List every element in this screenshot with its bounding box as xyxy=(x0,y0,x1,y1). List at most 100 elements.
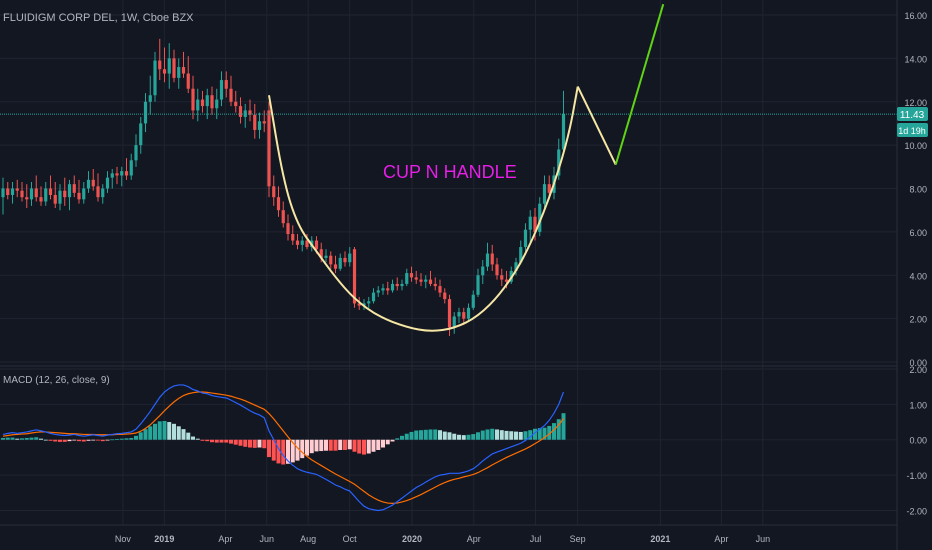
candle-body xyxy=(186,73,190,89)
macd-histogram-bar xyxy=(552,423,556,440)
macd-histogram-bar xyxy=(324,439,328,451)
price-tick-label: 12.00 xyxy=(904,98,927,108)
candle-body xyxy=(15,188,19,191)
candle-body xyxy=(485,253,490,267)
candle-body xyxy=(101,188,105,198)
macd-histogram-bar xyxy=(347,439,352,450)
candle-body xyxy=(253,114,257,130)
macd-histogram-bar xyxy=(191,436,195,440)
macd-histogram-bar xyxy=(385,439,390,445)
macd-histogram-bar xyxy=(96,439,100,441)
handle-line xyxy=(576,86,617,166)
candle-body xyxy=(381,288,385,291)
candle-body xyxy=(528,216,532,230)
macd-histogram-bar xyxy=(352,439,357,452)
candle-body xyxy=(462,312,466,319)
macd-histogram-bar xyxy=(461,435,466,440)
candle-body xyxy=(238,106,243,117)
macd-histogram-bar xyxy=(176,426,181,440)
macd-histogram-bar xyxy=(395,438,400,440)
time-tick-label: Nov xyxy=(115,534,132,544)
macd-histogram-bar xyxy=(286,439,290,464)
macd-histogram-bar xyxy=(556,419,561,440)
macd-histogram-bar xyxy=(514,431,518,440)
macd-histogram-bar xyxy=(476,432,480,440)
macd-histogram-bar xyxy=(319,439,324,452)
macd-histogram-bar xyxy=(233,439,238,445)
macd-histogram-bar xyxy=(143,429,148,440)
candle-body xyxy=(10,188,15,196)
candle-body xyxy=(405,273,409,284)
macd-histogram-bar xyxy=(271,439,276,461)
candle-body xyxy=(162,69,167,74)
candle-body xyxy=(53,195,57,204)
candle-body xyxy=(72,184,76,193)
macd-histogram-bar xyxy=(528,430,533,440)
candle-body xyxy=(1,188,5,198)
candle-body xyxy=(219,80,224,100)
price-tick-label: 16.00 xyxy=(904,11,927,21)
macd-histogram-bar xyxy=(490,428,495,440)
macd-histogram-bar xyxy=(423,429,428,440)
macd-histogram-bar xyxy=(248,439,252,448)
macd-histogram-bar xyxy=(224,439,229,443)
macd-histogram-bar xyxy=(205,439,210,442)
time-tick-label: Aug xyxy=(300,534,316,544)
macd-tick-label: -1.00 xyxy=(906,471,927,481)
candle-body xyxy=(124,171,129,176)
candle-body xyxy=(291,234,295,241)
candle-body xyxy=(433,283,437,287)
candle-body xyxy=(371,292,376,302)
time-tick-label: 2020 xyxy=(402,534,422,544)
macd-histogram-bar xyxy=(471,434,476,440)
symbol-header[interactable]: FLUIDIGM CORP DEL, 1W, Cboe BZX xyxy=(3,12,194,24)
candle-body xyxy=(428,279,433,284)
candle-body xyxy=(305,240,309,248)
macd-histogram-bar xyxy=(504,430,509,440)
candle-body xyxy=(172,58,176,78)
candle-body xyxy=(86,179,91,189)
candle-body xyxy=(490,253,494,265)
macd-histogram-bar xyxy=(1,437,5,440)
macd-histogram-bar xyxy=(267,439,271,458)
last-price-label: 11.43 xyxy=(900,110,925,121)
macd-histogram-bar xyxy=(328,439,333,451)
time-tick-label: Jun xyxy=(260,534,275,544)
candle-body xyxy=(44,188,48,202)
candle-body xyxy=(34,188,38,198)
candle-body xyxy=(148,95,152,102)
macd-histogram-bar xyxy=(72,439,77,441)
macd-histogram-bar xyxy=(305,439,309,456)
macd-histogram-bar xyxy=(281,439,286,465)
candle-body xyxy=(466,307,471,319)
macd-histogram-bar xyxy=(376,439,381,450)
macd-histogram-bar xyxy=(200,439,205,441)
projection-line xyxy=(614,3,665,165)
candle-body xyxy=(215,99,219,109)
macd-histogram-bar xyxy=(210,439,214,443)
candle-body xyxy=(481,266,485,276)
candle-body xyxy=(457,312,461,317)
candle-body xyxy=(523,229,528,248)
candle-body xyxy=(25,197,29,200)
macd-histogram-bar xyxy=(67,439,72,442)
candle-body xyxy=(6,188,10,196)
macd-histogram-bar xyxy=(252,439,257,448)
macd-legend[interactable]: MACD (12, 26, close, 9) xyxy=(3,375,110,386)
macd-histogram-bar xyxy=(262,439,267,449)
candle-body xyxy=(134,145,138,161)
macd-tick-label: 2.00 xyxy=(909,365,927,375)
time-tick-label: Oct xyxy=(343,534,358,544)
macd-histogram-bar xyxy=(561,413,566,440)
macd-histogram-bar xyxy=(533,428,537,440)
macd-histogram-bar xyxy=(148,426,153,440)
macd-histogram-bar xyxy=(414,430,419,440)
candle-body xyxy=(386,288,390,291)
time-tick-label: 2019 xyxy=(154,534,174,544)
price-tick-label: 6.00 xyxy=(909,228,927,238)
candle-body xyxy=(39,197,43,202)
macd-histogram-bar xyxy=(433,429,438,440)
macd-histogram-bar xyxy=(243,439,248,447)
